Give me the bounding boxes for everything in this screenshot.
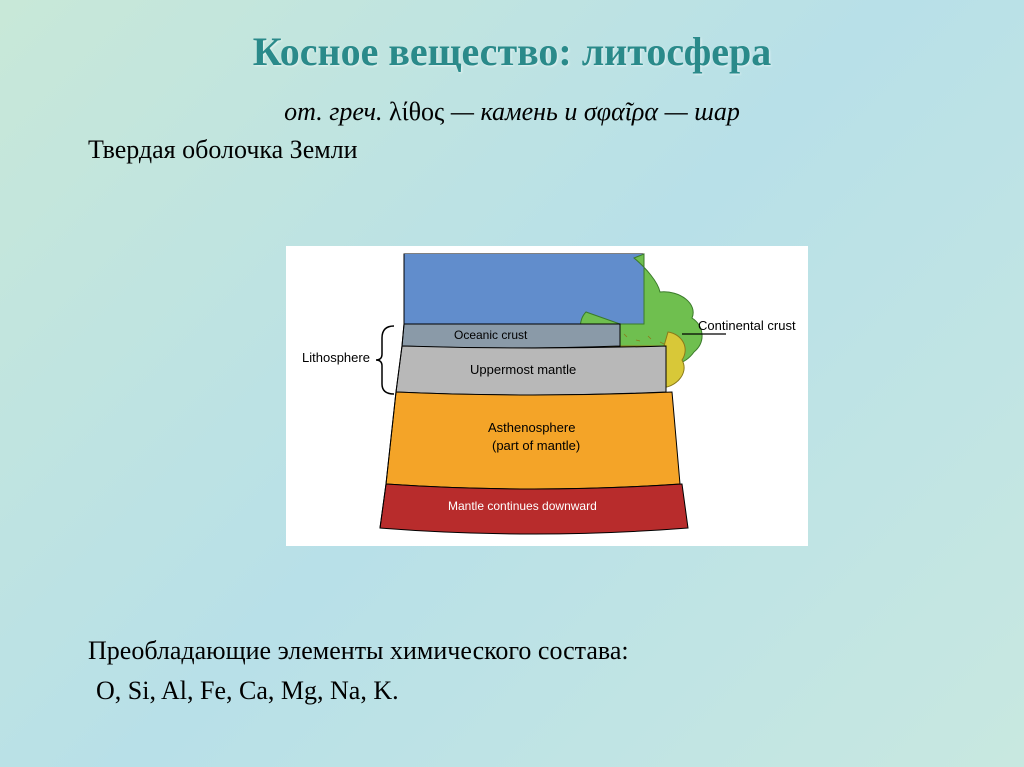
asthenosphere-label2: (part of mantle): [492, 438, 580, 453]
lithosphere-bracket: [376, 326, 394, 394]
diagram-svg: Oceanic crust Uppermost mantle Asthenosp…: [286, 246, 808, 546]
etymology-stone-greek: λίθος: [389, 97, 444, 126]
mantle-continues-label: Mantle continues downward: [448, 499, 597, 513]
etymology-prefix: от. греч.: [284, 97, 382, 126]
continental-crust-label: Continental crust: [698, 318, 796, 333]
etymology-ball-ru: — шар: [665, 97, 740, 126]
ocean-top: [404, 254, 644, 302]
bottom-line-1: Преобладающие элементы химического соста…: [88, 636, 629, 666]
lithosphere-diagram: Oceanic crust Uppermost mantle Asthenosp…: [286, 246, 808, 546]
oceanic-crust-label: Oceanic crust: [454, 328, 528, 342]
etymology-and-ball-greek: и σφαῖρα: [564, 97, 658, 126]
etymology-line: от. греч. λίθος — камень и σφαῖρα — шар: [0, 97, 1024, 127]
subtitle: Твердая оболочка Земли: [0, 135, 1024, 165]
page-title: Косное вещество: литосфера: [0, 0, 1024, 75]
bottom-line-2: O, Si, Al, Fe, Ca, Mg, Na, K.: [96, 676, 399, 706]
lithosphere-label: Lithosphere: [302, 350, 370, 365]
etymology-stone-ru: — камень: [451, 97, 558, 126]
uppermost-mantle-label: Uppermost mantle: [470, 362, 576, 377]
asthenosphere-label: Asthenosphere: [488, 420, 575, 435]
